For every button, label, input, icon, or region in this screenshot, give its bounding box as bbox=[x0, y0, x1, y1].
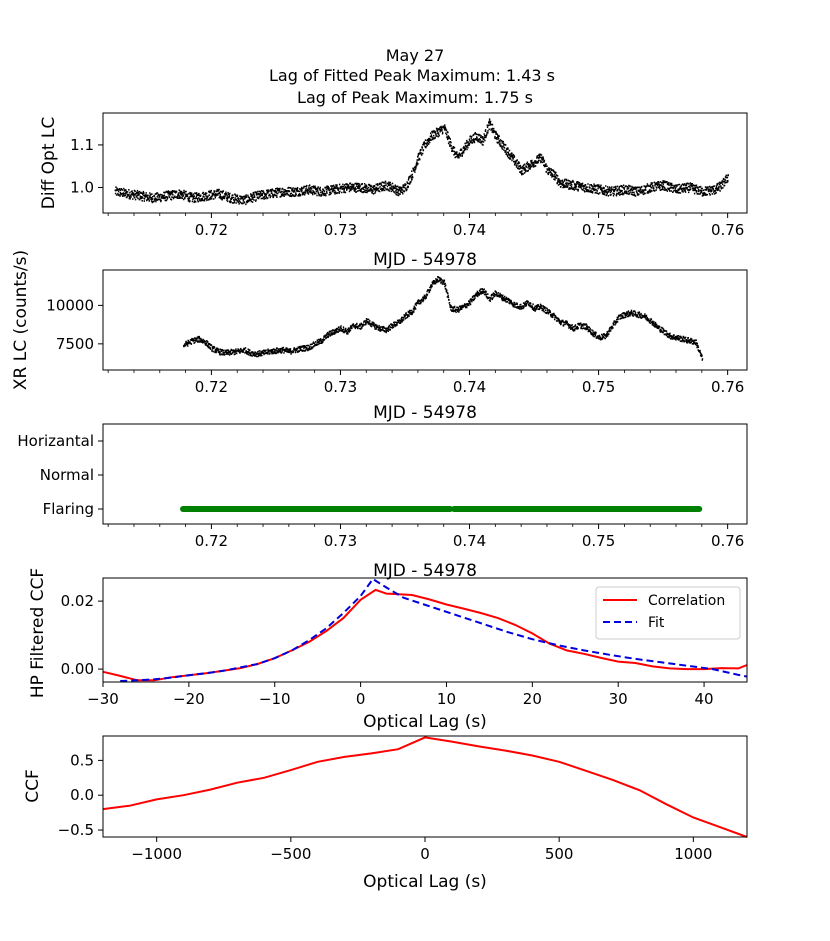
xtick-label: 0.75 bbox=[582, 378, 615, 396]
optical-xticks: 0.72 0.73 0.74 0.75 0.76 bbox=[107, 213, 744, 239]
panel-xray: 0.72 0.73 0.74 0.75 0.76 7500 10000 XR LC (co… bbox=[11, 250, 748, 423]
hpccf-xlabel: Optical Lag (s) bbox=[363, 712, 487, 732]
panel-state: 0.72 0.73 0.74 0.75 0.76 Horizantal Normal Fla… bbox=[17, 423, 748, 581]
hpccf-legend: Correlation Fit bbox=[595, 586, 741, 640]
xtick-label: 40 bbox=[695, 690, 714, 708]
optical-yticks: 1.0 1.1 bbox=[70, 136, 103, 196]
xtick-label: 1000 bbox=[674, 845, 712, 863]
xtick-label: −500 bbox=[270, 845, 311, 863]
ytick-label: 10000 bbox=[46, 296, 94, 314]
xtick-label: 10 bbox=[437, 690, 456, 708]
ytick-label: 1.0 bbox=[70, 178, 94, 196]
state-xticks: 0.72 0.73 0.74 0.75 0.76 bbox=[107, 524, 744, 550]
xtick-label: 0.74 bbox=[453, 221, 486, 239]
optical-ylabel: Diff Opt LC bbox=[39, 117, 59, 210]
xtick-label: −10 bbox=[259, 690, 291, 708]
xtick-label: 0.72 bbox=[195, 221, 228, 239]
category-label: Normal bbox=[40, 466, 94, 484]
hpccf-xticks: −30 −20 −10 0 10 20 30 40 bbox=[87, 682, 714, 708]
xtick-label: 20 bbox=[523, 690, 542, 708]
xtick-label: 0.75 bbox=[582, 221, 615, 239]
xtick-label: −30 bbox=[87, 690, 119, 708]
panel-optical: 0.72 0.73 0.74 0.75 0.76 1.01.1 Diff Opt LC … bbox=[39, 112, 748, 270]
ytick-label: 0.5 bbox=[70, 751, 94, 769]
xtick-label: −20 bbox=[173, 690, 205, 708]
optical-axes-frame bbox=[102, 112, 748, 214]
xtick-label: 0.76 bbox=[711, 221, 744, 239]
hpccf-axes-frame bbox=[102, 577, 748, 683]
state-xlabel: MJD - 54978 bbox=[373, 561, 477, 581]
ccf-xlabel: Optical Lag (s) bbox=[363, 872, 487, 892]
hpccf-ylabel: HP Filtered CCF bbox=[28, 568, 48, 698]
ytick-label: 1.1 bbox=[70, 136, 94, 154]
xray-yticks: 7500 10000 bbox=[46, 296, 103, 353]
xray-points bbox=[183, 276, 704, 361]
panel-ccf: −1000 −500 0 500 1000 −0.5 0.0 0.5 CCF Optical… bbox=[23, 735, 748, 892]
title-line-3: Lag of Peak Maximum: 1.75 s bbox=[297, 88, 533, 107]
xray-axes-frame bbox=[102, 269, 748, 371]
title-line-1: May 27 bbox=[386, 46, 445, 65]
series-fit bbox=[120, 577, 748, 682]
xtick-label: 0.75 bbox=[582, 532, 615, 550]
xtick-label: 0.73 bbox=[324, 221, 357, 239]
ytick-label: 0.00 bbox=[61, 660, 94, 678]
legend-label-fit: Fit bbox=[648, 615, 665, 631]
xtick-label: 30 bbox=[609, 690, 628, 708]
optical-data bbox=[114, 118, 729, 206]
hpccf-data bbox=[102, 577, 748, 682]
xray-data bbox=[183, 276, 704, 361]
legend-label-correlation: Correlation bbox=[648, 593, 725, 609]
xtick-label: 0 bbox=[356, 690, 366, 708]
state-category-labels: Horizantal Normal Flaring bbox=[17, 432, 103, 518]
ytick-label: 7500 bbox=[56, 335, 94, 353]
xtick-label: 0.76 bbox=[711, 532, 744, 550]
ytick-label: 0.02 bbox=[61, 592, 94, 610]
xtick-label: 0.72 bbox=[195, 532, 228, 550]
xtick-label: −1000 bbox=[131, 845, 182, 863]
optical-xlabel: MJD - 54978 bbox=[373, 250, 477, 270]
ytick-label: 0.0 bbox=[70, 786, 94, 804]
xtick-label: 0.74 bbox=[453, 532, 486, 550]
series-ccf bbox=[102, 736, 748, 838]
ytick-label: −0.5 bbox=[58, 821, 94, 839]
panel-hpccf: −30 −20 −10 0 10 20 30 40 0.00 0.02 HP Filtered … bbox=[28, 568, 748, 732]
xtick-label: 0.74 bbox=[453, 378, 486, 396]
category-label: Horizantal bbox=[17, 432, 94, 450]
xtick-label: 0 bbox=[420, 845, 430, 863]
xtick-label: 0.72 bbox=[195, 378, 228, 396]
ccf-yticks: −0.5 0.0 0.5 bbox=[58, 751, 103, 839]
xray-xticks: 0.72 0.73 0.74 0.75 0.76 bbox=[107, 370, 744, 396]
optical-points bbox=[114, 118, 729, 206]
hpccf-yticks: 0.00 0.02 bbox=[61, 592, 103, 678]
category-label: Flaring bbox=[43, 500, 94, 518]
ccf-xticks: −1000 −500 0 500 1000 bbox=[131, 837, 712, 863]
xtick-label: 0.73 bbox=[324, 532, 357, 550]
xtick-label: 0.76 bbox=[711, 378, 744, 396]
state-axes-frame bbox=[102, 423, 748, 525]
xtick-label: 0.73 bbox=[324, 378, 357, 396]
xtick-label: 500 bbox=[545, 845, 574, 863]
title-line-2: Lag of Fitted Peak Maximum: 1.43 s bbox=[269, 66, 555, 85]
xray-ylabel: XR LC (counts/s) bbox=[11, 250, 31, 390]
xray-xlabel: MJD - 54978 bbox=[373, 403, 477, 423]
ccf-data bbox=[102, 736, 748, 838]
ccf-ylabel: CCF bbox=[23, 769, 43, 803]
